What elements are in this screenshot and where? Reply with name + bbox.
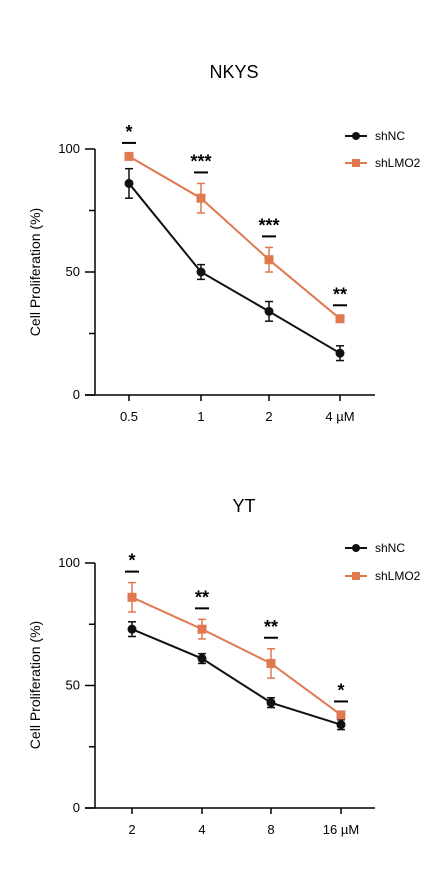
data-point: [266, 658, 276, 668]
series-line-shNC: [128, 182, 341, 355]
series-line-shLMO2: [128, 155, 341, 320]
significance-label: ***: [190, 151, 211, 171]
data-point: [196, 193, 206, 203]
significance-label: *: [125, 122, 132, 142]
legend-marker: [352, 159, 360, 167]
x-tick-label: 2: [265, 409, 272, 424]
y-tick-label: 50: [66, 264, 80, 279]
significance-label: **: [195, 587, 209, 607]
x-tick-label: 4: [198, 822, 205, 837]
data-point: [336, 720, 346, 730]
data-point: [264, 306, 274, 316]
chart-title: YT: [232, 496, 255, 516]
chart-title: NKYS: [209, 62, 258, 82]
legend-marker: [352, 132, 360, 140]
legend-marker: [352, 544, 360, 552]
y-tick-label: 100: [58, 555, 80, 570]
y-tick-label: 50: [66, 678, 80, 693]
significance-label: *: [128, 551, 135, 571]
y-axis-label: Cell Proliferation (%): [27, 208, 43, 336]
significance-label: *: [337, 680, 344, 700]
data-point: [127, 624, 137, 634]
data-point: [264, 255, 274, 265]
significance-label: **: [333, 284, 347, 304]
x-tick-label: 2: [128, 822, 135, 837]
significance-label: ***: [258, 215, 279, 235]
x-tick-label: 8: [267, 822, 274, 837]
data-point: [197, 624, 207, 634]
y-tick-label: 100: [58, 141, 80, 156]
data-point: [124, 151, 134, 161]
data-point: [197, 654, 207, 664]
legend-label: shNC: [375, 541, 405, 555]
data-point: [266, 698, 276, 708]
y-tick-label: 0: [73, 800, 80, 815]
series-line-shLMO2: [131, 596, 342, 716]
data-point: [127, 592, 137, 602]
data-point: [124, 178, 134, 188]
legend-marker: [352, 572, 360, 580]
y-tick-label: 0: [73, 387, 80, 402]
x-tick-label: 0.5: [120, 409, 138, 424]
data-point: [335, 314, 345, 324]
legend-label: shLMO2: [375, 156, 421, 170]
y-axis-label: Cell Proliferation (%): [27, 621, 43, 749]
legend-label: shNC: [375, 129, 405, 143]
data-point: [196, 267, 206, 277]
significance-label: **: [264, 617, 278, 637]
data-point: [336, 710, 346, 720]
series-line-shNC: [131, 628, 342, 726]
x-tick-label: 4 µM: [325, 409, 354, 424]
data-point: [335, 348, 345, 358]
legend-label: shLMO2: [375, 569, 421, 583]
x-tick-label: 16 µM: [323, 822, 359, 837]
x-tick-label: 1: [197, 409, 204, 424]
